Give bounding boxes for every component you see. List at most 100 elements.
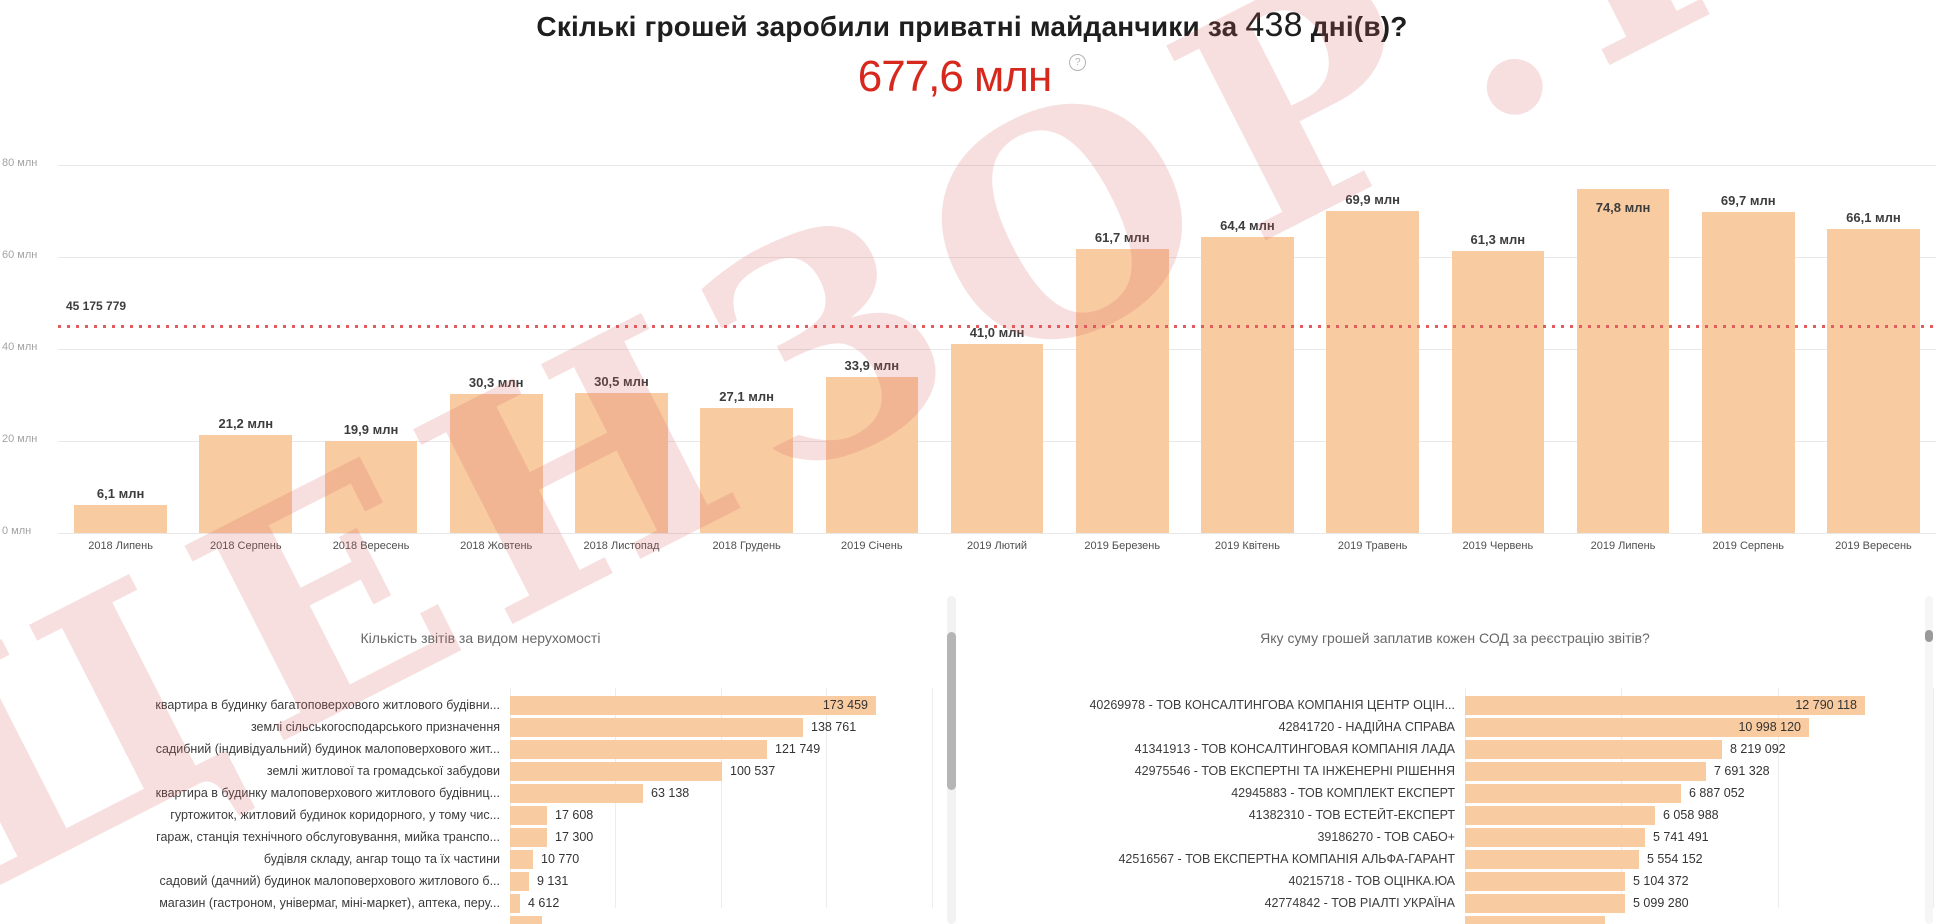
title-days-count: 438 [1245, 6, 1303, 44]
table-row: 39186270 - ТОВ САБО+ 5 741 491 [975, 826, 1935, 848]
bar-2019-01[interactable] [825, 377, 919, 533]
bar-value-label: 74,8 млн [1595, 200, 1651, 215]
bar-column: 30,3 млн [434, 165, 559, 533]
bar-rows: 40269978 - ТОВ КОНСАЛТИНГОВА КОМПАНІЯ ЦЕ… [975, 688, 1935, 924]
gridline [1778, 688, 1779, 908]
category-bar[interactable] [510, 805, 547, 825]
bar-column: 19,9 млн [308, 165, 433, 533]
category-bar[interactable] [510, 871, 529, 891]
bar-2019-04[interactable] [1201, 237, 1294, 533]
value-label: 17 608 [555, 808, 594, 822]
bar-column: 33,9 млн [809, 165, 934, 533]
partial-next-bar [510, 916, 542, 924]
payments-by-sod-chart: Яку суму грошей заплатив кожен СОД за ре… [975, 630, 1935, 924]
company-bar[interactable]: 10 998 120 [1465, 717, 1809, 737]
table-row: 41341913 - ТОВ КОНСАЛТИНГОВАЯ КОМПАНІЯ Л… [975, 738, 1935, 760]
bar-value-label: 61,7 млн [1094, 230, 1150, 245]
title-suffix: дні(в)? [1310, 11, 1408, 42]
company-bar[interactable]: 12 790 118 [1465, 695, 1865, 715]
company-bar[interactable] [1465, 849, 1639, 869]
company-bar[interactable] [1465, 739, 1722, 759]
company-bar[interactable] [1465, 893, 1625, 913]
company-label: 42945883 - ТОВ КОМПЛЕКТ ЕКСПЕРТ [1231, 786, 1455, 800]
gridline [1933, 688, 1934, 908]
category-label: квартира в будинку багатоповерхового жит… [155, 698, 500, 712]
x-axis: 2018 Липень 2018 Серпень 2018 Вересень 2… [58, 540, 1936, 552]
bar-value-label: 21,2 млн [218, 416, 274, 431]
company-bar[interactable] [1465, 827, 1645, 847]
y-axis-tick: 20 млн [2, 433, 38, 445]
value-label: 12 790 118 [1795, 698, 1857, 712]
value-label: 63 138 [651, 786, 690, 800]
value-label: 5 554 152 [1647, 852, 1703, 866]
x-axis-tick: 2019 Березень [1084, 540, 1161, 552]
category-bar[interactable] [510, 717, 803, 737]
company-label: 40215718 - ТОВ ОЦІНКА.ЮА [1288, 874, 1455, 888]
company-bar[interactable] [1465, 871, 1625, 891]
value-label: 9 131 [537, 874, 569, 888]
bar-2019-08[interactable] [1701, 212, 1795, 533]
y-axis-tick: 60 млн [2, 249, 38, 261]
kpi-total-value: 677,6 млн [857, 52, 1053, 101]
bar-value-label: 69,7 млн [1720, 193, 1776, 208]
bar-2019-06[interactable] [1451, 251, 1545, 533]
category-bar[interactable] [510, 739, 767, 759]
category-bar[interactable] [510, 827, 547, 847]
bar-2018-08[interactable] [199, 435, 293, 533]
bar-column: 69,7 млн [1686, 165, 1811, 533]
bar-column: 69,9 млн [1310, 165, 1435, 533]
bar-value-label: 30,5 млн [594, 374, 649, 389]
table-row: землі сільськогосподарського призначення… [8, 716, 953, 738]
table-row: 42975546 - ТОВ ЕКСПЕРТНІ ТА ІНЖЕНЕРНІ РІ… [975, 760, 1935, 782]
bar-2018-09[interactable] [324, 441, 418, 533]
y-axis-tick: 40 млн [2, 341, 38, 353]
table-row: садибний (індивідуальний) будинок малопо… [8, 738, 953, 760]
right-chart-scrollbar-thumb[interactable] [1925, 630, 1933, 642]
category-bar[interactable] [510, 783, 643, 803]
value-label: 4 612 [528, 896, 560, 910]
gridline [721, 688, 722, 908]
table-row: землі житлової та громадської забудови 1… [8, 760, 953, 782]
category-bar[interactable] [510, 761, 722, 781]
category-bar[interactable] [510, 849, 533, 869]
value-label: 6 058 988 [1663, 808, 1719, 822]
category-label: гуртожиток, житловий будинок коридорного… [170, 808, 500, 822]
bar-2019-03[interactable] [1075, 249, 1169, 533]
right-chart-scrollbar-track[interactable] [1925, 596, 1933, 924]
bar-2019-02[interactable] [950, 344, 1044, 533]
bar-2019-07[interactable] [1576, 189, 1670, 533]
category-bar[interactable] [510, 893, 520, 913]
bar-2018-12[interactable] [700, 408, 793, 533]
info-icon[interactable]: ? [1069, 54, 1087, 71]
category-label: садовий (дачний) будинок малоповерхового… [159, 874, 500, 888]
company-bar[interactable] [1465, 783, 1681, 803]
left-chart-scrollbar-thumb[interactable] [947, 632, 956, 790]
table-row: гуртожиток, житловий будинок коридорного… [8, 804, 953, 826]
company-label: 41341913 - ТОВ КОНСАЛТИНГОВАЯ КОМПАНІЯ Л… [1134, 742, 1455, 756]
bar-series: 6,1 млн 21,2 млн 19,9 млн 30,3 млн 30,5 … [58, 165, 1936, 533]
bar-value-label: 33,9 млн [844, 358, 900, 373]
company-label: 40269978 - ТОВ КОНСАЛТИНГОВА КОМПАНІЯ ЦЕ… [1089, 698, 1455, 712]
bar-2018-11[interactable] [575, 393, 668, 533]
bar-2018-10[interactable] [449, 394, 543, 533]
bar-column: 61,7 млн [1060, 165, 1185, 533]
bar-2018-07[interactable] [74, 505, 167, 533]
average-reference-label: 45 175 779 [66, 299, 127, 313]
gridline [58, 533, 1936, 534]
bar-column: 64,4 млн [1185, 165, 1310, 533]
bar-2019-09[interactable] [1827, 229, 1920, 533]
x-axis-tick: 2018 Листопад [583, 540, 660, 552]
bar-2019-05[interactable] [1326, 211, 1419, 533]
gridline [58, 165, 1936, 166]
company-bar[interactable] [1465, 805, 1655, 825]
bar-column: 41,0 млн [934, 165, 1059, 533]
category-bar[interactable]: 173 459 [510, 695, 876, 715]
gridline [826, 688, 827, 908]
company-bar[interactable] [1465, 761, 1706, 781]
value-label: 10 770 [541, 852, 580, 866]
value-label: 173 459 [822, 698, 868, 712]
x-axis-tick: 2019 Лютий [966, 540, 1028, 552]
table-row: 42841720 - НАДІЙНА СПРАВА 10 998 120 [975, 716, 1935, 738]
table-row: 41382310 - ТОВ ЕСТЕЙТ-ЕКСПЕРТ 6 058 988 [975, 804, 1935, 826]
bar-value-label: 27,1 млн [719, 389, 774, 404]
